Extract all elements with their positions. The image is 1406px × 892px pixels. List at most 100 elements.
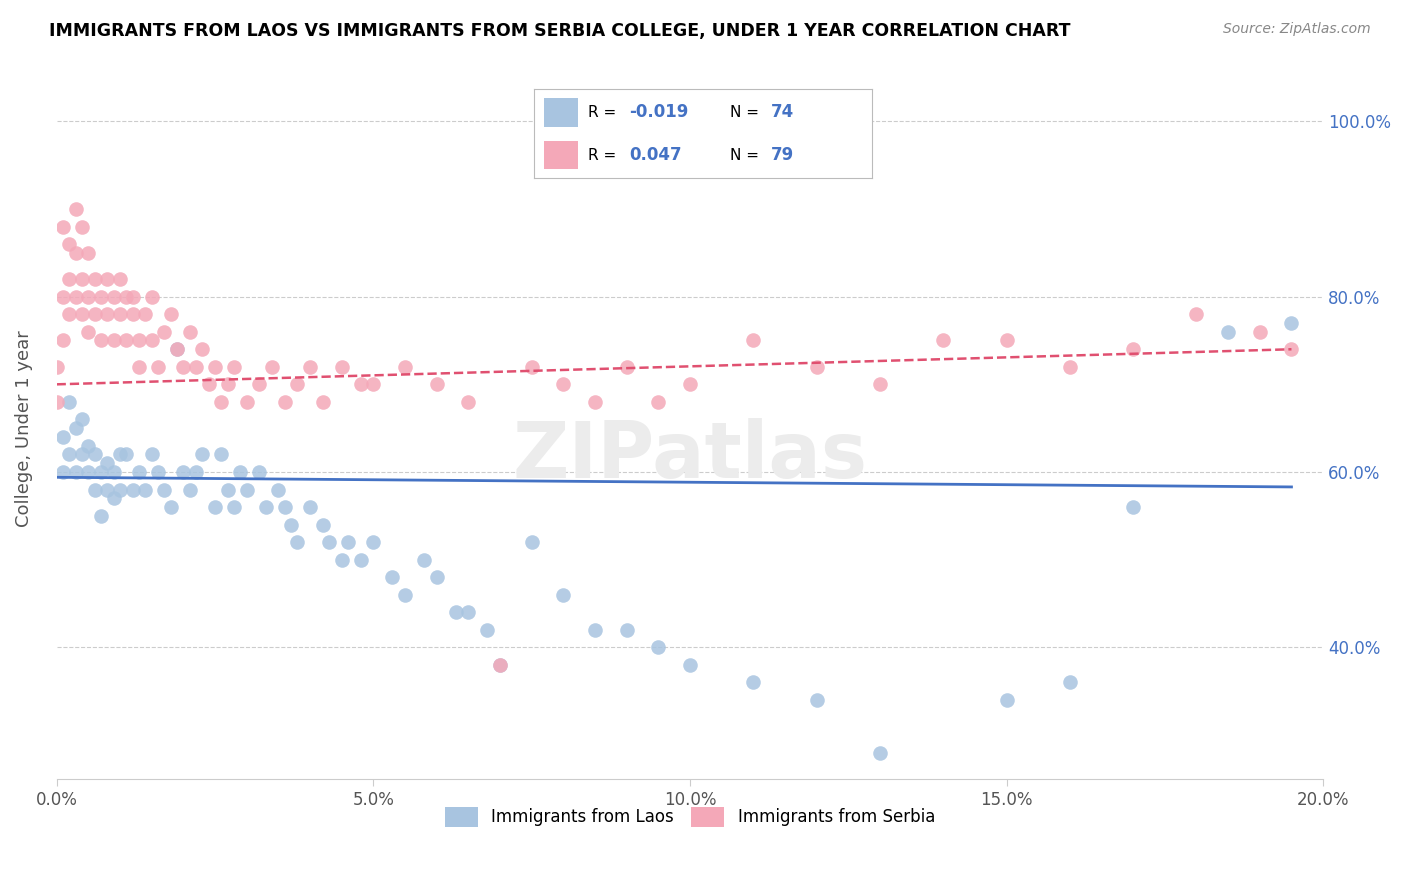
Point (121, 307, 143, 321)
Point (361, 377, 384, 392)
Point (217, 377, 239, 392)
Point (318, 535, 340, 549)
Point (1249, 325, 1271, 339)
Point (108, 483, 131, 497)
Point (349, 552, 371, 566)
Point (457, 395, 479, 409)
Point (679, 657, 702, 672)
Point (273, 395, 295, 409)
Point (45, 359, 67, 374)
Point (121, 290, 143, 304)
Point (222, 359, 245, 374)
Point (742, 334, 765, 348)
Point (52, 334, 75, 348)
Point (1122, 500, 1144, 514)
Point (58, 448, 80, 462)
Point (869, 377, 891, 392)
Point (394, 588, 416, 602)
Point (995, 693, 1018, 707)
Point (45, 395, 67, 409)
Point (103, 491, 125, 506)
Point (172, 465, 194, 479)
Point (285, 535, 308, 549)
Point (65, 290, 87, 304)
Point (52, 430, 75, 444)
Bar (544, 98, 578, 127)
Point (647, 395, 669, 409)
Point (209, 395, 232, 409)
Point (83, 272, 105, 286)
Point (90, 465, 112, 479)
Point (108, 272, 131, 286)
Text: ZIPatlas: ZIPatlas (512, 418, 868, 494)
Point (52, 290, 75, 304)
Bar (544, 141, 578, 169)
Point (869, 746, 891, 760)
Point (426, 377, 449, 392)
Point (336, 535, 359, 549)
Point (146, 465, 169, 479)
Text: 79: 79 (770, 146, 794, 164)
Point (58, 307, 80, 321)
Point (616, 359, 638, 374)
Point (96, 272, 118, 286)
Point (77, 290, 100, 304)
Point (254, 500, 277, 514)
Point (103, 465, 125, 479)
Point (184, 465, 207, 479)
Point (70, 219, 93, 234)
Point (520, 535, 543, 549)
Point (381, 570, 404, 584)
Point (267, 483, 290, 497)
Point (96, 307, 118, 321)
Text: IMMIGRANTS FROM LAOS VS IMMIGRANTS FROM SERBIA COLLEGE, UNDER 1 YEAR CORRELATION: IMMIGRANTS FROM LAOS VS IMMIGRANTS FROM … (49, 22, 1071, 40)
Point (489, 657, 512, 672)
Point (65, 245, 87, 260)
Point (361, 535, 384, 549)
Point (742, 675, 765, 690)
Point (70, 307, 93, 321)
Point (83, 483, 105, 497)
Point (65, 421, 87, 435)
Point (477, 623, 499, 637)
Point (616, 623, 638, 637)
Point (108, 307, 131, 321)
Point (444, 605, 467, 619)
Point (128, 465, 150, 479)
Point (128, 359, 150, 374)
Point (115, 448, 138, 462)
Text: N =: N = (730, 148, 763, 162)
Point (90, 508, 112, 523)
Point (159, 500, 181, 514)
Text: N =: N = (730, 105, 763, 120)
Point (103, 290, 125, 304)
Point (311, 395, 333, 409)
Point (204, 359, 226, 374)
Point (115, 290, 138, 304)
Point (229, 465, 252, 479)
Point (520, 359, 543, 374)
Point (204, 500, 226, 514)
Point (209, 448, 232, 462)
Text: R =: R = (588, 148, 621, 162)
Point (806, 693, 828, 707)
Point (134, 483, 156, 497)
Legend: Immigrants from Laos, Immigrants from Serbia: Immigrants from Laos, Immigrants from Se… (439, 800, 942, 834)
Point (146, 359, 169, 374)
Point (90, 290, 112, 304)
Point (932, 334, 955, 348)
Point (426, 570, 449, 584)
Point (141, 334, 163, 348)
Point (1059, 675, 1081, 690)
Point (647, 640, 669, 655)
Point (330, 552, 353, 566)
Point (77, 439, 100, 453)
Point (96, 483, 118, 497)
Point (247, 377, 270, 392)
Point (70, 272, 93, 286)
Point (77, 245, 100, 260)
Point (58, 272, 80, 286)
Point (52, 219, 75, 234)
Point (58, 395, 80, 409)
Text: R =: R = (588, 105, 621, 120)
